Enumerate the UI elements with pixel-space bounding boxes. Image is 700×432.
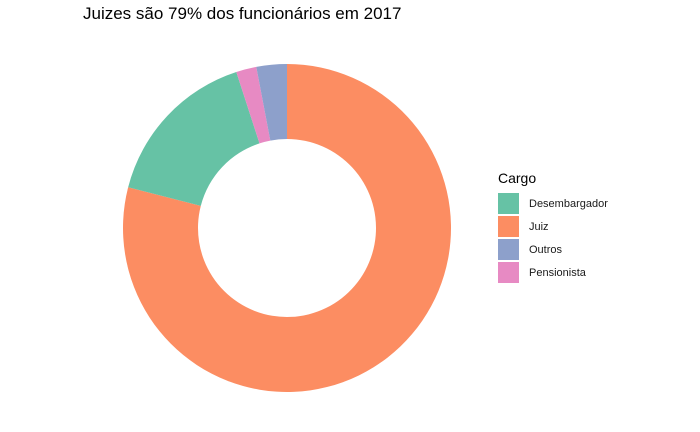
slice-outros — [256, 64, 287, 141]
legend-swatch-juiz — [498, 216, 519, 237]
slice-pensionista — [236, 66, 271, 144]
legend: Cargo Desembargador Juiz Outros Pensioni… — [498, 169, 608, 284]
legend-title: Cargo — [498, 170, 537, 186]
legend-label-outros: Outros — [529, 243, 563, 256]
legend-label-desembargador: Desembargador — [529, 197, 608, 210]
legend-item-desembargador: Desembargador — [498, 192, 608, 215]
legend-item-outros: Outros — [498, 238, 608, 261]
legend-swatch-desembargador — [498, 193, 519, 214]
slice-juiz — [123, 64, 452, 392]
legend-item-pensionista: Pensionista — [498, 261, 608, 284]
legend-swatch-outros — [498, 239, 519, 260]
legend-item-juiz: Juiz — [498, 215, 608, 238]
slice-desembargador — [128, 72, 260, 206]
legend-label-juiz: Juiz — [529, 220, 549, 233]
legend-label-pensionista: Pensionista — [529, 266, 586, 279]
chart-title: Juizes são 79% dos funcionários em 2017 — [83, 4, 402, 23]
donut-slices — [123, 64, 452, 392]
legend-swatch-pensionista — [498, 262, 519, 283]
